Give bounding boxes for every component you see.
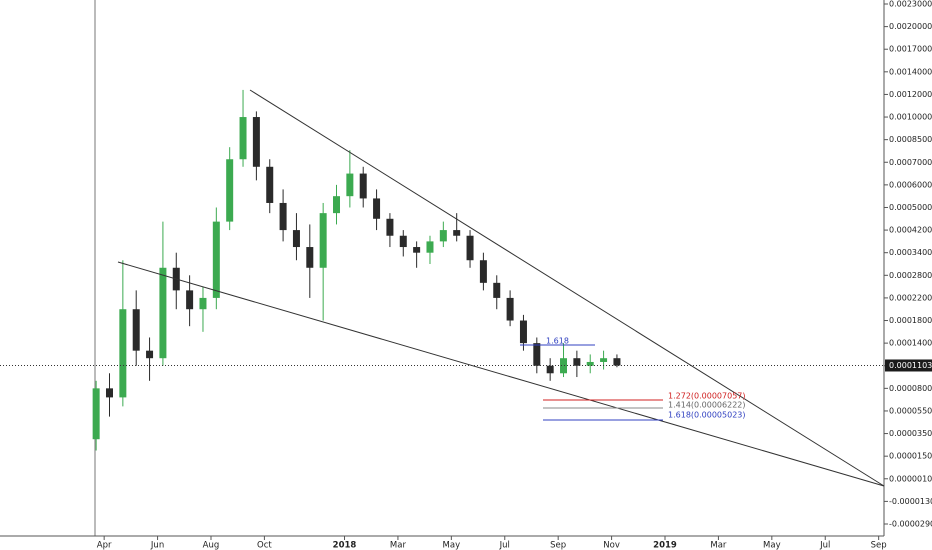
candle-body bbox=[92, 388, 100, 440]
candle-body bbox=[159, 267, 167, 359]
candle-body bbox=[279, 202, 287, 231]
x-tick-label: Jul bbox=[499, 541, 510, 550]
candle-body bbox=[199, 297, 207, 310]
x-tick-label: 2019 bbox=[653, 541, 677, 550]
candle-body bbox=[132, 309, 140, 351]
y-tick-label: -0.00001300 bbox=[889, 497, 932, 506]
candle-body bbox=[373, 198, 381, 219]
candle-body bbox=[226, 159, 234, 222]
x-tick-label: Jul bbox=[819, 541, 830, 550]
candle-body bbox=[292, 230, 300, 248]
candle-body bbox=[479, 260, 487, 283]
candle-body bbox=[466, 235, 474, 261]
x-tick-label: Aug bbox=[203, 541, 220, 550]
y-tick-label: 0.00000100 bbox=[889, 474, 932, 483]
candle-body bbox=[453, 230, 461, 236]
fib-label: 1.618(0.00005023) bbox=[668, 411, 746, 420]
candle-body bbox=[346, 173, 354, 197]
candle-body bbox=[359, 173, 367, 199]
last-price-label: 0.00011034 bbox=[889, 361, 932, 370]
candle-body bbox=[506, 297, 514, 321]
y-tick-label: -0.00002900 bbox=[889, 520, 932, 529]
candle-body bbox=[413, 247, 421, 253]
candle-body bbox=[186, 290, 194, 310]
candle-body bbox=[386, 218, 394, 236]
x-tick-label: Oct bbox=[257, 541, 272, 550]
candle-body bbox=[105, 388, 113, 398]
lower-trendline bbox=[117, 261, 885, 487]
candle-body bbox=[600, 358, 608, 362]
x-tick-label: Apr bbox=[97, 541, 112, 550]
x-tick-label: Nov bbox=[603, 541, 620, 550]
candle-body bbox=[212, 221, 220, 298]
candle-body bbox=[119, 309, 127, 398]
candle-body bbox=[146, 350, 154, 359]
x-tick-label: May bbox=[443, 541, 461, 550]
fib-label: 1.414(0.00006222) bbox=[668, 401, 746, 410]
x-tick-label: May bbox=[763, 541, 781, 550]
candle-body bbox=[493, 282, 501, 298]
candle-body bbox=[319, 213, 327, 268]
candle-body bbox=[306, 247, 314, 268]
candle-body bbox=[546, 365, 554, 374]
candle-body bbox=[560, 358, 568, 374]
x-tick-label: Sep bbox=[871, 541, 887, 550]
x-tick-label: Jun bbox=[150, 541, 164, 550]
candle-body bbox=[266, 166, 274, 203]
candle-body bbox=[613, 358, 621, 366]
candle-body bbox=[573, 358, 581, 366]
x-tick-label: Mar bbox=[390, 541, 407, 550]
fib-label: 1.618 bbox=[546, 337, 569, 346]
plot bbox=[92, 89, 621, 451]
upper-trendline bbox=[249, 89, 885, 487]
candle-body bbox=[239, 117, 247, 160]
x-tick-label: Sep bbox=[550, 541, 566, 550]
fib-label: 1.272(0.00007057) bbox=[668, 392, 746, 401]
x-tick-label: Mar bbox=[710, 541, 727, 550]
candle-body bbox=[533, 343, 541, 366]
candle-body bbox=[586, 361, 594, 366]
candle-body bbox=[519, 320, 527, 344]
candle-body bbox=[252, 117, 260, 167]
candle-body bbox=[439, 230, 447, 242]
x-tick-label: 2018 bbox=[333, 541, 357, 550]
candle-body bbox=[426, 241, 434, 253]
candle-body bbox=[399, 235, 407, 248]
candle-body bbox=[333, 196, 341, 214]
last-price-box bbox=[885, 359, 932, 372]
